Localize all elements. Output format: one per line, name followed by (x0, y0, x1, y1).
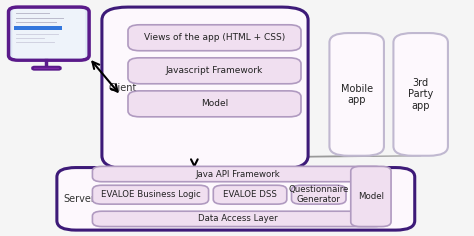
Text: Java API Framework: Java API Framework (196, 169, 281, 179)
Text: Model: Model (358, 192, 384, 201)
Text: Questionnaire
Generator: Questionnaire Generator (289, 185, 349, 204)
FancyBboxPatch shape (128, 58, 301, 84)
FancyBboxPatch shape (128, 25, 301, 51)
FancyBboxPatch shape (351, 166, 391, 227)
Text: 3rd
Party
app: 3rd Party app (408, 78, 433, 111)
FancyBboxPatch shape (393, 33, 448, 156)
Text: Server: Server (63, 194, 95, 204)
Text: Mobile
app: Mobile app (341, 84, 373, 105)
FancyBboxPatch shape (92, 166, 384, 182)
Text: Model: Model (201, 99, 228, 108)
Bar (14, 26, 62, 30)
Text: Client: Client (108, 83, 137, 93)
FancyBboxPatch shape (329, 33, 384, 156)
FancyBboxPatch shape (9, 7, 89, 60)
Text: EVALOE DSS: EVALOE DSS (223, 190, 277, 199)
FancyBboxPatch shape (102, 7, 308, 169)
Text: Views of the app (HTML + CSS): Views of the app (HTML + CSS) (144, 33, 285, 42)
FancyBboxPatch shape (213, 185, 287, 204)
FancyBboxPatch shape (12, 9, 85, 58)
Text: EVALOE Business Logic: EVALOE Business Logic (100, 190, 201, 199)
FancyBboxPatch shape (92, 185, 209, 204)
FancyBboxPatch shape (292, 185, 346, 204)
Text: Javascript Framework: Javascript Framework (166, 66, 263, 75)
FancyBboxPatch shape (32, 67, 61, 70)
FancyBboxPatch shape (57, 168, 415, 230)
FancyBboxPatch shape (92, 211, 384, 227)
FancyBboxPatch shape (128, 91, 301, 117)
Text: Data Access Layer: Data Access Layer (199, 214, 278, 223)
